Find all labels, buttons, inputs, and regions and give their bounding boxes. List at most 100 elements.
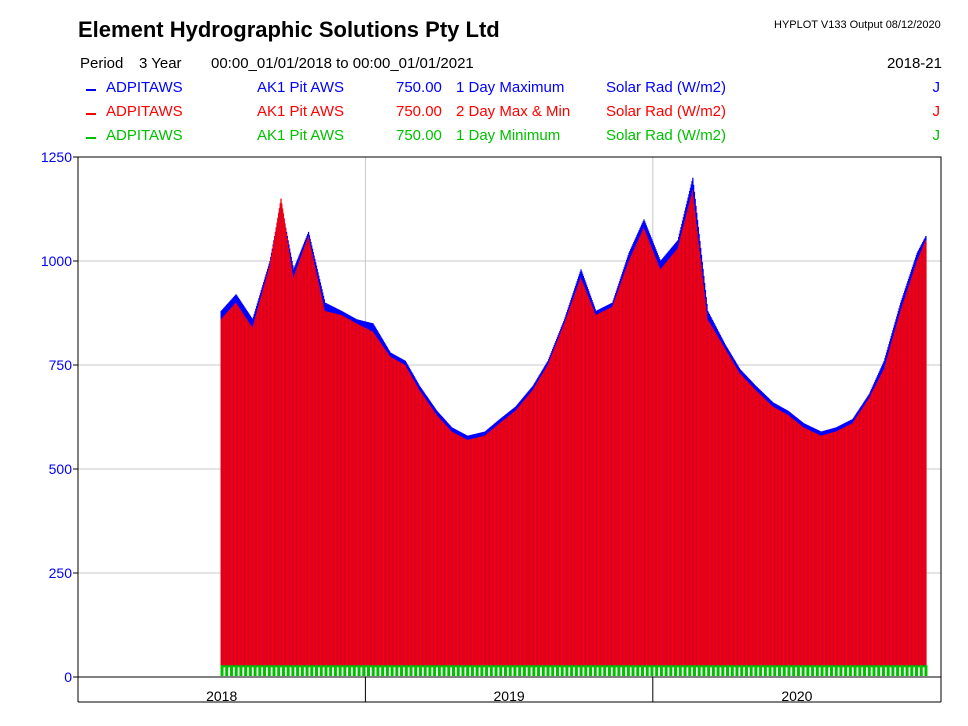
maxmin-bar [371, 331, 374, 666]
maxmin-bar [440, 420, 443, 666]
maxmin-bar [393, 358, 396, 666]
maxmin-bar [513, 412, 515, 666]
maxmin-bar [556, 341, 559, 666]
min-tick [598, 665, 602, 676]
maxmin-bar [618, 289, 620, 666]
maxmin-bar [505, 418, 507, 666]
maxmin-bar [500, 422, 502, 666]
maxmin-bar [266, 276, 268, 666]
maxmin-bar [763, 398, 766, 666]
min-tick [225, 665, 229, 676]
min-tick [707, 665, 711, 676]
maxmin-bar [721, 343, 723, 666]
min-tick [404, 665, 408, 676]
maxmin-bar [394, 359, 396, 666]
maxmin-bar [551, 355, 553, 666]
min-tick [640, 665, 644, 676]
maxmin-bar [922, 247, 924, 666]
maxmin-bar [823, 434, 825, 666]
maxmin-bar [537, 382, 539, 666]
maxmin-bar [289, 252, 291, 666]
maxmin-bar [614, 300, 616, 666]
maxmin-bar [632, 252, 634, 666]
maxmin-bar [736, 368, 738, 666]
min-tick [905, 665, 909, 676]
min-tick [281, 665, 285, 676]
maxmin-bar [400, 362, 402, 666]
maxmin-bar [583, 285, 585, 666]
legend-row-maxmin: ADPITAWS AK1 Pit AWS 750.00 2 Day Max & … [0, 103, 968, 125]
maxmin-bar [413, 380, 415, 666]
maxmin-bar [515, 409, 518, 666]
maxmin-bar [545, 367, 548, 666]
min-tick [782, 665, 786, 676]
maxmin-bar [874, 387, 876, 666]
maxmin-bar [260, 296, 262, 666]
maxmin-bar [380, 343, 382, 666]
min-tick [716, 665, 720, 676]
min-tick [669, 665, 673, 676]
maxmin-bar [570, 305, 572, 666]
maxmin-bar [282, 213, 285, 666]
maxmin-bar [685, 217, 687, 666]
min-tick [428, 665, 432, 676]
maxmin-bar [349, 319, 351, 666]
min-tick [589, 665, 593, 676]
maxmin-bar [668, 258, 670, 666]
maxmin-bar [641, 231, 644, 666]
maxmin-bar [368, 329, 370, 666]
min-tick [357, 665, 361, 676]
maxmin-bar [797, 423, 799, 666]
min-tick [839, 665, 843, 676]
maxmin-bar [385, 349, 387, 666]
maxmin-bar [670, 256, 673, 666]
min-tick [622, 665, 626, 676]
maxmin-bar [691, 193, 693, 666]
maxmin-bar [888, 352, 890, 666]
maxmin-bar [251, 326, 253, 666]
maxmin-bar [714, 331, 716, 666]
maxmin-bar [492, 428, 495, 666]
min-tick [300, 665, 304, 676]
maxmin-bar [815, 433, 817, 666]
maxmin-bar [570, 303, 573, 666]
y-tick-label: 500 [49, 461, 73, 477]
maxmin-bar [897, 319, 899, 666]
maxmin-bar [237, 304, 239, 666]
maxmin-bar [292, 272, 294, 666]
maxmin-bar [689, 199, 692, 666]
maxmin-bar [921, 249, 923, 666]
maxmin-bar [904, 296, 907, 666]
maxmin-bar [781, 411, 783, 666]
maxmin-bar [751, 385, 753, 666]
maxmin-bar [530, 391, 533, 666]
min-tick [447, 665, 451, 676]
maxmin-bar [500, 421, 503, 666]
maxmin-bar [428, 403, 430, 666]
maxmin-bar [871, 392, 874, 666]
maxmin-bar [748, 383, 751, 666]
maxmin-bar [508, 415, 511, 666]
maxmin-bar [429, 405, 432, 666]
maxmin-bar [370, 330, 372, 666]
maxmin-bar [674, 251, 677, 666]
maxmin-bar [786, 414, 788, 666]
maxmin-bar [244, 316, 247, 666]
company-title: Element Hydrographic Solutions Pty Ltd [78, 17, 500, 42]
min-tick [348, 665, 352, 676]
maxmin-bar [323, 307, 325, 666]
maxmin-bar [861, 408, 863, 666]
maxmin-bar [540, 375, 543, 666]
maxmin-bar [739, 373, 741, 666]
maxmin-bar [417, 387, 419, 666]
maxmin-bar [755, 389, 757, 666]
maxmin-bar [878, 378, 881, 666]
maxmin-bar [741, 375, 744, 666]
maxmin-bar [866, 401, 868, 666]
min-tick [820, 665, 824, 676]
maxmin-bar [303, 246, 306, 666]
maxmin-bar [753, 388, 755, 666]
maxmin-bar [722, 344, 724, 666]
maxmin-bar [616, 293, 618, 666]
maxmin-bar [493, 427, 496, 666]
